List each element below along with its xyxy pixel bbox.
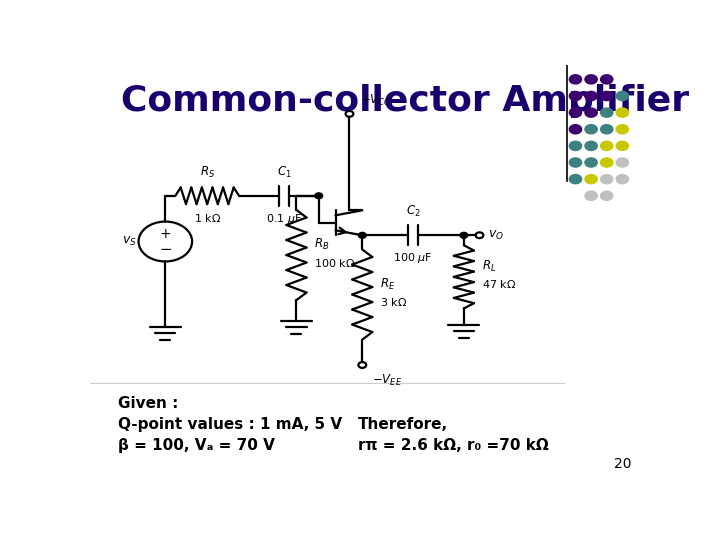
Circle shape — [600, 108, 613, 117]
Circle shape — [600, 174, 613, 184]
Text: $C_2$: $C_2$ — [406, 204, 420, 219]
Text: $v_O$: $v_O$ — [488, 229, 504, 242]
Circle shape — [585, 141, 597, 151]
Circle shape — [585, 191, 597, 200]
Text: 3 k$\Omega$: 3 k$\Omega$ — [380, 296, 408, 308]
Circle shape — [585, 75, 597, 84]
Circle shape — [585, 125, 597, 134]
Text: rπ = 2.6 kΩ, r₀ =70 kΩ: rπ = 2.6 kΩ, r₀ =70 kΩ — [358, 438, 549, 453]
Circle shape — [616, 108, 629, 117]
Circle shape — [359, 232, 366, 238]
Circle shape — [600, 125, 613, 134]
Circle shape — [570, 174, 582, 184]
Circle shape — [600, 75, 613, 84]
Circle shape — [585, 108, 597, 117]
Text: 100 k$\Omega$: 100 k$\Omega$ — [315, 256, 356, 268]
Text: β = 100, Vₐ = 70 V: β = 100, Vₐ = 70 V — [118, 438, 275, 453]
Circle shape — [460, 232, 468, 238]
Circle shape — [600, 191, 613, 200]
Circle shape — [600, 141, 613, 151]
Text: $C_1$: $C_1$ — [276, 165, 292, 180]
Circle shape — [570, 125, 582, 134]
Text: Common-collector Amplifier: Common-collector Amplifier — [121, 84, 689, 118]
Circle shape — [570, 108, 582, 117]
Circle shape — [616, 158, 629, 167]
Text: Therefore,: Therefore, — [358, 417, 448, 432]
Circle shape — [570, 75, 582, 84]
Circle shape — [585, 174, 597, 184]
Text: 0.1 $\mu$F: 0.1 $\mu$F — [266, 212, 302, 226]
Text: $R_S$: $R_S$ — [199, 165, 215, 180]
Circle shape — [315, 193, 323, 199]
Circle shape — [585, 91, 597, 100]
Text: $-V_{EE}$: $-V_{EE}$ — [372, 373, 402, 388]
Text: 1 k$\Omega$: 1 k$\Omega$ — [194, 212, 221, 224]
Text: $v_S$: $v_S$ — [122, 235, 136, 248]
Circle shape — [570, 158, 582, 167]
Text: $R_L$: $R_L$ — [482, 259, 496, 274]
Circle shape — [616, 141, 629, 151]
Circle shape — [616, 174, 629, 184]
Circle shape — [600, 158, 613, 167]
Circle shape — [570, 91, 582, 100]
Text: $R_E$: $R_E$ — [380, 276, 395, 292]
Circle shape — [616, 125, 629, 134]
Circle shape — [585, 158, 597, 167]
Text: Given :: Given : — [118, 396, 179, 411]
Text: $R_B$: $R_B$ — [315, 237, 330, 252]
Circle shape — [616, 91, 629, 100]
Text: −: − — [159, 241, 171, 256]
Text: 47 k$\Omega$: 47 k$\Omega$ — [482, 278, 516, 291]
Text: $+V_{CC}$: $+V_{CC}$ — [359, 93, 391, 109]
Circle shape — [600, 91, 613, 100]
Text: 100 $\mu$F: 100 $\mu$F — [393, 251, 433, 265]
Text: 20: 20 — [613, 457, 631, 471]
Text: Q-point values : 1 mA, 5 V: Q-point values : 1 mA, 5 V — [118, 417, 342, 432]
Circle shape — [570, 141, 582, 151]
Text: +: + — [160, 227, 171, 241]
